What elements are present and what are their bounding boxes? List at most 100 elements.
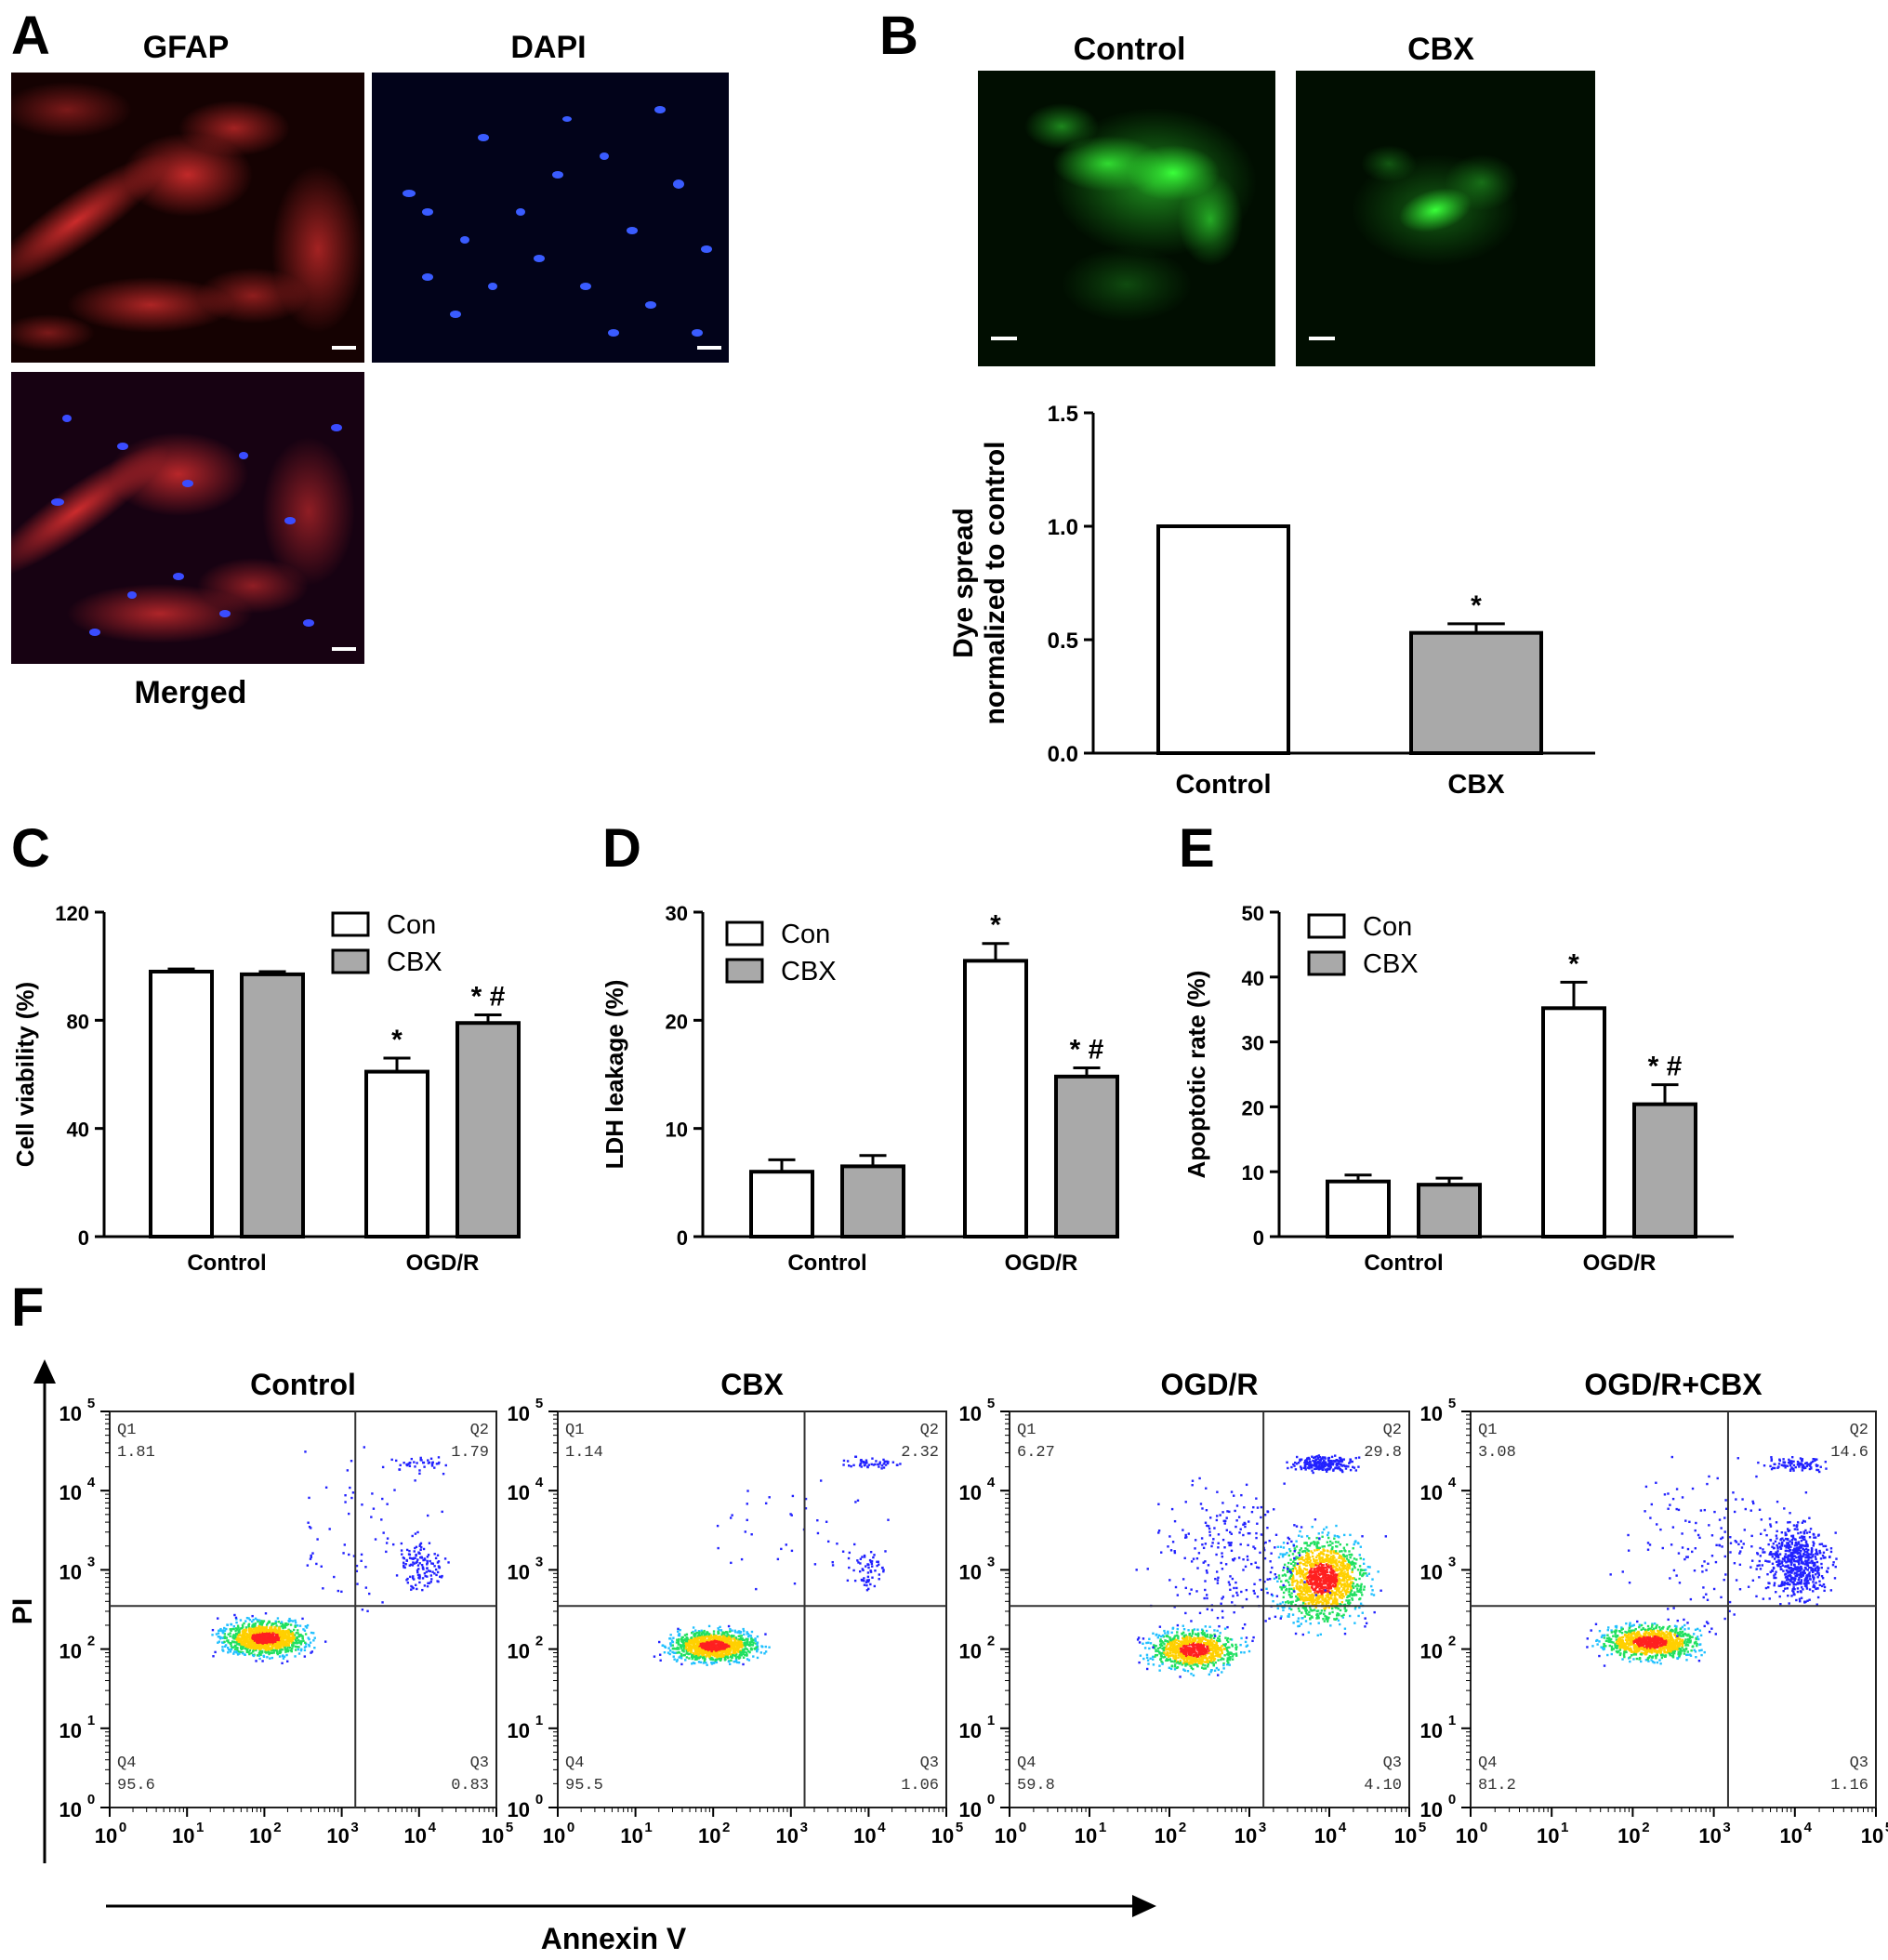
f-plot-0-event-dot — [422, 1461, 426, 1464]
f-plot-2-event-dot — [1168, 1658, 1172, 1661]
f-plot-2-event-dot — [1330, 1578, 1334, 1581]
f-plot-1-event-dot — [746, 1503, 748, 1505]
f-plot-0-event-dot — [304, 1641, 307, 1644]
f-plot-2-event-dot — [1308, 1596, 1311, 1600]
f-plot-2-event-dot — [1189, 1657, 1192, 1661]
f-plot-1-event-dot — [716, 1524, 720, 1528]
f-plot-2-event-dot — [1305, 1552, 1309, 1555]
f-plot-2-event-dot — [1320, 1587, 1324, 1590]
f-plot-1-quadrant-value-q4: 95.5 — [565, 1777, 603, 1794]
f-plot-1-event-dot — [753, 1647, 756, 1650]
f-plot-0-event-dot — [296, 1624, 299, 1627]
f-plot-2-event-dot — [1287, 1601, 1290, 1605]
f-plot-2-event-dot — [1282, 1542, 1286, 1544]
f-plot-2-event-dot — [1195, 1663, 1198, 1666]
f-plot-0-event-dot — [371, 1492, 374, 1495]
f-plot-2-event-dot — [1158, 1640, 1162, 1643]
f-plot-0-event-dot — [261, 1649, 264, 1653]
f-plot-0-xtick-base-1: 10 — [172, 1824, 194, 1847]
f-plot-1-event-dot — [868, 1558, 872, 1562]
f-plot-2-event-dot — [1212, 1649, 1215, 1653]
f-plot-0-quadrant-name-q3: Q3 — [470, 1755, 489, 1772]
f-plot-1-xtick-exp-4: 4 — [878, 1820, 886, 1835]
f-plot-0-ytick-base-1: 10 — [59, 1719, 82, 1742]
f-plot-0-event-dot — [249, 1644, 252, 1648]
f-plot-1-event-dot — [738, 1654, 741, 1657]
f-plot-2-event-dot — [1208, 1634, 1212, 1636]
f-plot-2-event-dot — [1191, 1651, 1194, 1654]
f-plot-2-event-dot — [1329, 1549, 1333, 1553]
f-plot-1-event-dot — [880, 1467, 883, 1470]
f-plot-2-event-dot — [1361, 1574, 1364, 1578]
f-plot-1-event-dot — [695, 1631, 699, 1635]
f-plot-2-event-dot — [1214, 1645, 1217, 1649]
f-plot-2-event-dot — [1314, 1583, 1316, 1586]
f-plot-2-event-dot — [1214, 1662, 1217, 1664]
f-plot-2-event-dot — [1316, 1546, 1320, 1549]
f-plot-2-event-dot — [1322, 1583, 1326, 1585]
f-plot-0-event-dot — [257, 1654, 260, 1657]
f-plot-0-event-dot — [257, 1635, 259, 1637]
f-plot-2-event-dot — [1221, 1657, 1223, 1660]
f-plot-2-event-dot — [1162, 1656, 1165, 1659]
f-plot-1-event-dot — [699, 1640, 702, 1643]
f-plot-2-event-dot — [1307, 1602, 1311, 1605]
f-plot-0-event-dot — [294, 1619, 297, 1622]
f-plot-2-event-dot — [1308, 1606, 1312, 1609]
f-plot-2-event-dot — [1191, 1638, 1195, 1641]
f-plot-2-event-dot — [1179, 1659, 1182, 1662]
f-plot-2-event-dot — [1300, 1617, 1303, 1620]
f-plot-2-event-dot — [1160, 1660, 1163, 1663]
f-plot-0-event-dot — [270, 1625, 273, 1629]
f-plot-1-event-dot — [693, 1633, 697, 1636]
f-plot-2-event-dot — [1295, 1586, 1299, 1589]
f-plot-2-event-dot — [1335, 1567, 1339, 1570]
f-plot-0-event-dot — [271, 1636, 275, 1639]
f-plot-2-event-dot — [1197, 1653, 1200, 1657]
f-plot-2-event-dot — [1303, 1550, 1307, 1553]
f-plot-0-event-dot — [302, 1628, 305, 1631]
f-plot-2-event-dot — [1174, 1652, 1177, 1655]
f-plot-2-event-dot — [1231, 1658, 1234, 1661]
f-plot-1-event-dot — [700, 1651, 704, 1654]
f-plot-2-event-dot — [1177, 1639, 1181, 1643]
f-plot-0-event-dot — [282, 1626, 284, 1630]
f-plot-0-event-dot — [243, 1632, 246, 1635]
f-plot-2-event-dot — [1208, 1651, 1210, 1655]
f-plot-1-event-dot — [748, 1644, 751, 1648]
f-plot-1-event-dot — [742, 1650, 745, 1653]
f-plot-2-event-dot — [1196, 1655, 1200, 1659]
f-plot-2-event-dot — [1210, 1641, 1213, 1644]
f-plot-0-event-dot — [236, 1636, 239, 1640]
f-plot-0-event-dot — [435, 1573, 438, 1577]
f-plot-1-event-dot — [730, 1659, 733, 1662]
f-plot-0-event-dot — [437, 1580, 440, 1583]
f-plot-2-event-dot — [1226, 1660, 1229, 1662]
f-plot-1-event-dot — [707, 1651, 710, 1654]
f-plot-0-event-dot — [420, 1556, 423, 1559]
f-plot-2-event-dot — [1291, 1568, 1294, 1570]
f-plot-1-event-dot — [726, 1632, 729, 1636]
f-plot-2-event-dot — [1153, 1647, 1155, 1649]
f-plot-0-event-dot — [259, 1636, 263, 1640]
f-plot-0-event-dot — [288, 1641, 291, 1644]
f-plot-0-quadrant-name-q2: Q2 — [470, 1422, 489, 1439]
f-plot-2-event-dot — [1348, 1603, 1351, 1606]
f-plot-0-event-dot — [305, 1626, 309, 1629]
f-plot-1-xtick-base-4: 10 — [853, 1824, 876, 1847]
f-plot-1-event-dot — [755, 1649, 759, 1652]
f-plot-0-event-dot — [235, 1647, 238, 1649]
f-plot-2-event-dot — [1153, 1644, 1155, 1647]
f-plot-1-event-dot — [715, 1648, 718, 1650]
f-plot-2-event-dot — [1317, 1622, 1320, 1624]
f-plot-2-event-dot — [1307, 1549, 1310, 1553]
f-plot-1-event-dot — [859, 1462, 863, 1465]
f-plot-2-event-dot — [1182, 1658, 1186, 1661]
f-plot-0-event-dot — [346, 1469, 350, 1472]
f-plot-2-event-dot — [1215, 1642, 1218, 1646]
f-plot-2-event-dot — [1331, 1556, 1335, 1559]
f-plot-1-event-dot — [738, 1637, 742, 1641]
f-plot-0-event-dot — [225, 1627, 228, 1631]
f-plot-2-event-dot — [1203, 1649, 1206, 1653]
f-plot-2-event-dot — [1317, 1532, 1320, 1535]
